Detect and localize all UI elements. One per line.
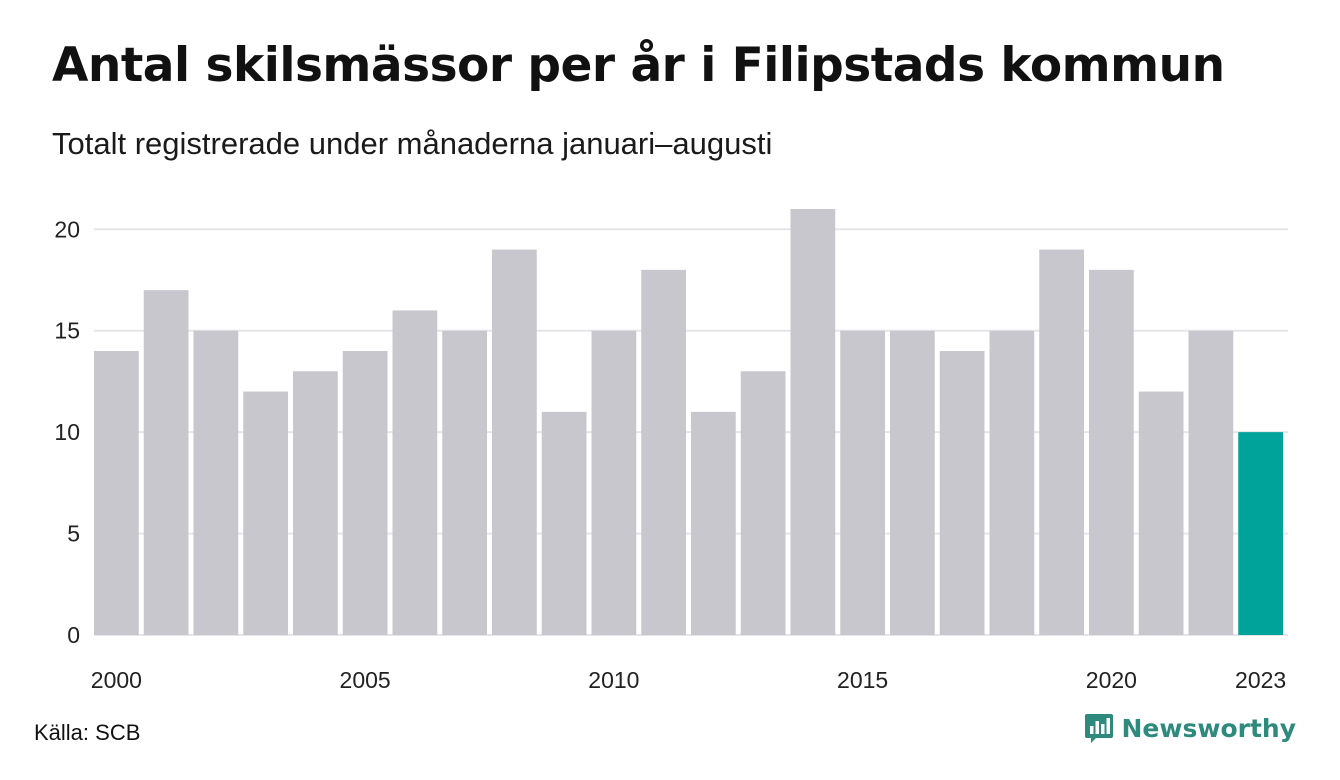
x-tick-label: 2020	[1086, 667, 1137, 693]
x-tick-label: 2010	[588, 667, 639, 693]
bar-2009	[541, 411, 587, 635]
y-tick-label: 20	[54, 216, 80, 242]
bar-2007	[442, 330, 487, 635]
source-note: Källa: SCB	[34, 720, 141, 745]
bar-2014	[790, 209, 836, 635]
chart-subtitle: Totalt registrerade under månaderna janu…	[52, 126, 773, 161]
bar-2013	[740, 371, 786, 635]
bar-2021	[1138, 391, 1184, 635]
brand-name: Newsworthy	[1121, 713, 1297, 743]
bar-2003	[243, 391, 288, 635]
bar-2017	[939, 351, 985, 635]
bar-2019	[1039, 249, 1084, 636]
bar-2004	[293, 371, 338, 635]
bar-2022	[1188, 330, 1234, 635]
x-tick-label: 2000	[91, 667, 142, 693]
y-tick-label: 10	[54, 419, 80, 445]
x-tick-label: 2005	[340, 667, 391, 693]
x-tick-label: 2015	[837, 667, 888, 693]
bar-2008	[492, 249, 537, 636]
bar-2023	[1238, 432, 1283, 635]
y-tick-label: 0	[67, 622, 80, 648]
bar-2005	[342, 351, 388, 635]
x-tick-label: 2023	[1235, 667, 1286, 693]
y-tick-label: 15	[54, 318, 80, 344]
chart-title: Antal skilsmässor per år i Filipstads ko…	[52, 38, 1225, 93]
bar-chart: 0 5 10 15 20 2000 2005 2010 2015 2020 2023	[54, 209, 1288, 693]
bar-2000	[94, 351, 139, 635]
bar-2016	[890, 330, 935, 635]
bars	[94, 209, 1283, 636]
bar-2010	[591, 330, 637, 635]
bar-2006	[392, 310, 438, 635]
newsworthy-logo-icon	[1084, 714, 1113, 743]
y-axis-labels: 0 5 10 15 20	[54, 216, 80, 648]
bar-2011	[641, 269, 686, 635]
bar-2001	[143, 290, 189, 635]
bar-2020	[1089, 269, 1134, 635]
bar-2002	[193, 330, 239, 635]
bar-2018	[989, 330, 1035, 635]
x-axis-labels: 2000 2005 2010 2015 2020 2023	[91, 667, 1286, 693]
bar-2012	[691, 411, 736, 635]
bar-2015	[840, 330, 885, 635]
y-tick-label: 5	[67, 521, 80, 547]
brand-logo[interactable]: Newsworthy	[1084, 712, 1297, 744]
